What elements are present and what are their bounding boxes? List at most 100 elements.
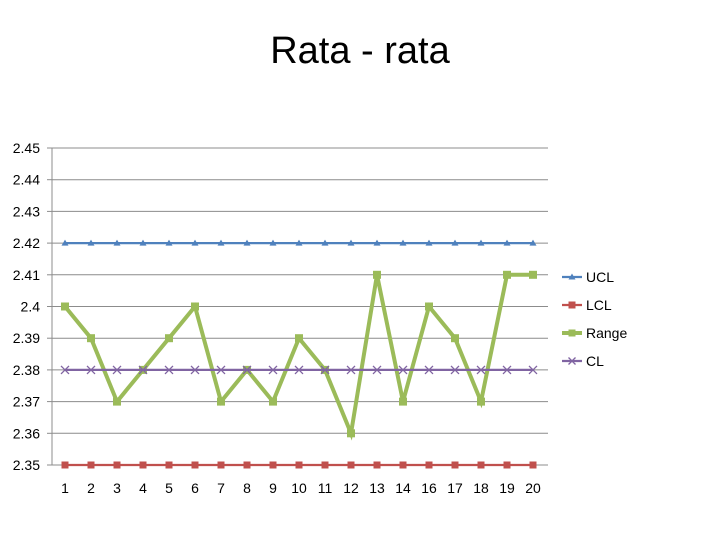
legend-item-ucl: UCL <box>562 269 614 285</box>
x-tick-label: 1 <box>61 480 69 496</box>
data-point-stroke <box>242 365 252 375</box>
data-point <box>61 461 69 469</box>
x-tick-labels: 1 2 3 4 5 6 7 8 9 10 11 12 13 14 16 17 18 19 20 <box>61 480 541 496</box>
data-point <box>113 461 121 469</box>
data-point <box>528 365 538 375</box>
data-point <box>113 239 121 246</box>
data-point <box>139 461 147 469</box>
data-point <box>373 239 381 246</box>
data-point <box>477 461 485 469</box>
data-point <box>425 461 433 469</box>
legend-item-cl: CL <box>562 353 604 369</box>
data-point <box>399 397 407 406</box>
data-point <box>568 329 576 337</box>
data-point-stroke <box>476 365 486 375</box>
y-tick-label: 2.42 <box>13 235 40 251</box>
data-point <box>87 239 95 246</box>
data-point <box>347 461 355 469</box>
data-point-stroke <box>216 365 226 375</box>
data-point <box>451 461 459 469</box>
x-tick-label: 6 <box>191 480 199 496</box>
data-point-stroke <box>372 365 382 375</box>
data-point <box>425 302 433 311</box>
y-tick-label: 2.38 <box>13 362 40 378</box>
x-tick-label: 9 <box>269 480 277 496</box>
data-point <box>61 302 69 311</box>
data-point-stroke <box>164 365 174 375</box>
chart-title: Rata - rata <box>270 30 450 72</box>
data-point <box>372 365 382 375</box>
data-point-stroke <box>528 365 538 375</box>
data-point-stroke <box>138 365 148 375</box>
axes <box>47 147 53 466</box>
x-tick-label: 12 <box>343 480 359 496</box>
data-point <box>61 239 69 246</box>
x-tick-label: 13 <box>369 480 385 496</box>
data-point <box>217 397 225 406</box>
data-point-stroke <box>320 365 330 375</box>
y-tick-labels: 2.35 2.36 2.37 2.38 2.39 2.4 2.41 2.42 2.43 2.44 2… <box>13 140 40 473</box>
x-tick-label: 19 <box>499 480 515 496</box>
data-point-stroke <box>502 365 512 375</box>
x-tick-label: 10 <box>291 480 307 496</box>
data-point-stroke <box>424 365 434 375</box>
data-point <box>138 365 148 375</box>
data-point <box>477 239 485 246</box>
y-tick-label: 2.44 <box>13 172 40 188</box>
data-point <box>347 239 355 246</box>
data-point <box>165 239 173 246</box>
data-point <box>113 397 121 406</box>
data-point <box>164 365 174 375</box>
y-tick-label: 2.37 <box>13 394 40 410</box>
legend-item-lcl: LCL <box>562 297 612 313</box>
data-point-stroke <box>450 365 460 375</box>
legend-label: CL <box>586 353 604 369</box>
series-ucl <box>61 239 537 246</box>
data-point <box>503 461 511 469</box>
data-point-stroke <box>268 365 278 375</box>
y-tick-label: 2.35 <box>13 457 40 473</box>
y-tick-label: 2.39 <box>13 330 40 346</box>
y-tick-label: 2.45 <box>13 140 40 156</box>
data-point-stroke <box>190 365 200 375</box>
y-tick-label: 2.41 <box>13 267 40 283</box>
legend-label: LCL <box>586 297 612 313</box>
data-point <box>373 270 381 279</box>
data-point <box>294 365 304 375</box>
series-range <box>61 270 537 441</box>
data-point <box>295 239 303 246</box>
data-point <box>165 461 173 469</box>
data-point <box>87 461 95 469</box>
x-tick-label: 18 <box>473 480 489 496</box>
data-point <box>60 365 70 375</box>
data-point <box>320 365 330 375</box>
data-point <box>191 461 199 469</box>
x-tick-label: 7 <box>217 480 225 496</box>
series-group <box>60 239 538 469</box>
data-point <box>190 365 200 375</box>
y-tick-label: 2.4 <box>21 299 41 315</box>
data-point <box>503 239 511 246</box>
data-point-stroke <box>86 365 96 375</box>
data-point <box>451 334 459 343</box>
data-point <box>87 334 95 343</box>
data-point <box>191 239 199 246</box>
data-point <box>373 461 381 469</box>
x-tick-label: 11 <box>318 480 333 496</box>
data-point <box>476 365 486 375</box>
data-point <box>502 365 512 375</box>
legend-item-range: Range <box>562 325 627 341</box>
x-tick-label: 16 <box>421 480 437 496</box>
x-tick-label: 17 <box>447 480 463 496</box>
data-point <box>295 461 303 469</box>
x-tick-label: 2 <box>87 480 95 496</box>
data-point <box>450 365 460 375</box>
data-point <box>269 239 277 246</box>
x-tick-label: 5 <box>165 480 173 496</box>
data-point <box>268 365 278 375</box>
legend-label: Range <box>586 325 627 341</box>
data-point <box>568 301 576 309</box>
data-point-stroke <box>398 365 408 375</box>
y-tick-label: 2.43 <box>13 203 40 219</box>
